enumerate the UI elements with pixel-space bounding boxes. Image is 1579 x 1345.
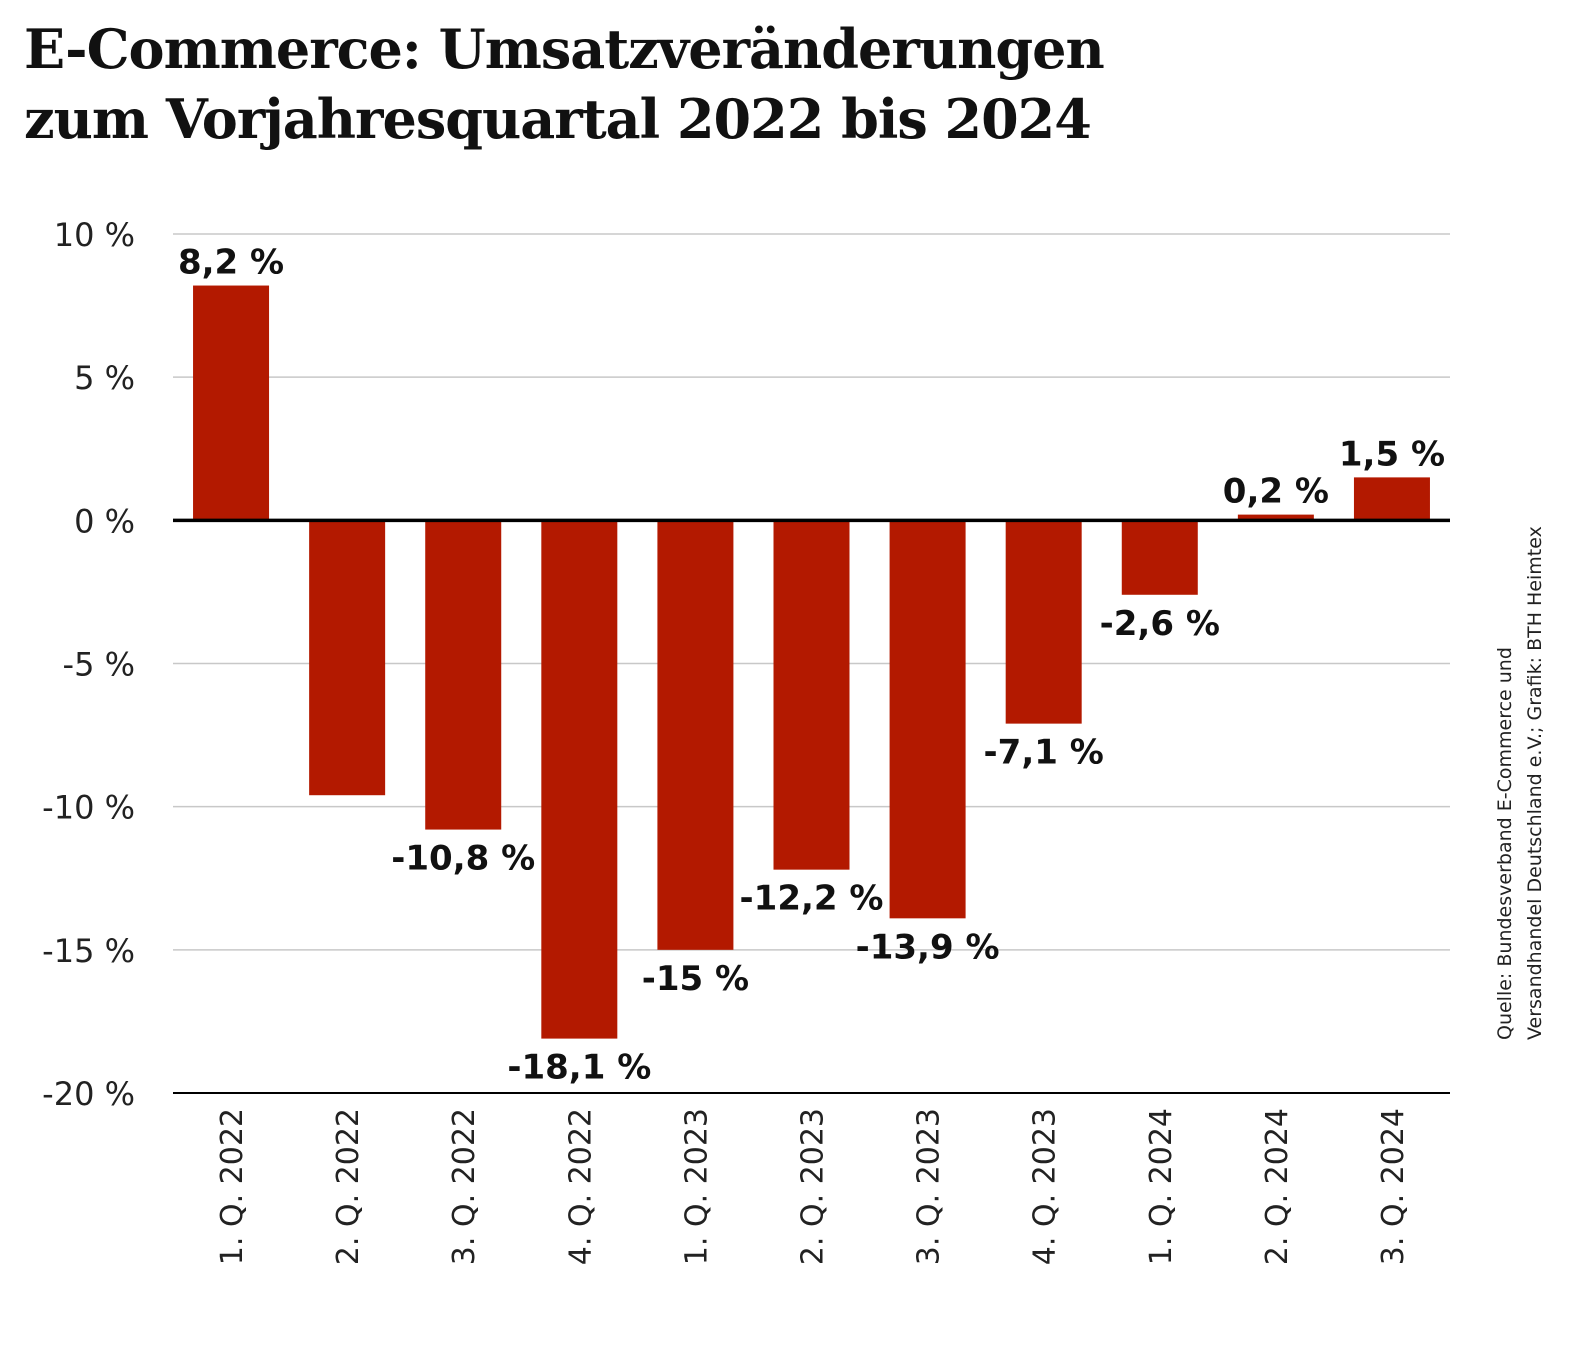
bar (1005, 520, 1082, 724)
bar (425, 520, 502, 830)
bar (657, 520, 734, 950)
x-tick-label: 3. Q. 2023 (912, 1108, 947, 1265)
y-tick-label: 0 % (74, 502, 135, 540)
title-line-1: E-Commerce: Umsatzveränderungen (24, 17, 1105, 81)
x-tick-label: 4. Q. 2022 (563, 1108, 598, 1265)
x-tick-label: 2. Q. 2024 (1260, 1108, 1295, 1265)
source-note: Quelle: Bundesverband E-Commerce und Vers… (1490, 400, 1550, 1040)
bar (309, 520, 386, 796)
x-tick-label: 3. Q. 2022 (447, 1108, 482, 1265)
x-tick-label: 4. Q. 2023 (1028, 1108, 1063, 1265)
y-tick-label: -10 % (42, 789, 135, 827)
x-tick-label: 1. Q. 2023 (679, 1108, 714, 1265)
y-tick-label: -20 % (42, 1075, 135, 1113)
x-tick-label: 2. Q. 2022 (331, 1108, 366, 1265)
bar (1237, 514, 1314, 521)
bar (773, 520, 850, 870)
y-tick-label: -5 % (63, 646, 135, 684)
y-tick-label: 5 % (74, 359, 135, 397)
bar (541, 520, 618, 1039)
bar (1353, 477, 1430, 521)
title-line-2: zum Vorjahresquartal 2022 bis 2024 (24, 87, 1092, 151)
bar (889, 520, 966, 919)
bar (193, 285, 270, 521)
data-label: 0,2 % (1223, 472, 1329, 512)
data-label: 8,2 % (178, 243, 284, 283)
y-tick-label: 10 % (54, 216, 135, 254)
x-tick-label: 3. Q. 2024 (1376, 1108, 1411, 1265)
x-tick-label: 2. Q. 2023 (796, 1108, 831, 1265)
y-tick-label: -15 % (42, 932, 135, 970)
data-label: -12,2 % (740, 879, 884, 919)
x-tick-label: 1. Q. 2024 (1144, 1108, 1179, 1265)
x-tick-label: 1. Q. 2022 (215, 1108, 250, 1265)
chart-title: E-Commerce: Umsatzveränderungen zum Vorja… (24, 14, 1105, 154)
data-label: -15 % (642, 959, 749, 999)
source-line-2: Versandhandel Deutschland e.V.; Grafik: … (1524, 526, 1546, 1040)
source-line-1: Quelle: Bundesverband E-Commerce und (1494, 647, 1516, 1040)
data-label: -13,9 % (856, 927, 1000, 967)
data-label: 1,5 % (1339, 434, 1445, 474)
data-label: -10,8 % (391, 839, 535, 879)
data-label: -2,6 % (1100, 604, 1220, 644)
data-label: -18,1 % (507, 1048, 651, 1088)
data-label: -7,1 % (984, 733, 1104, 773)
bar (1121, 520, 1198, 595)
